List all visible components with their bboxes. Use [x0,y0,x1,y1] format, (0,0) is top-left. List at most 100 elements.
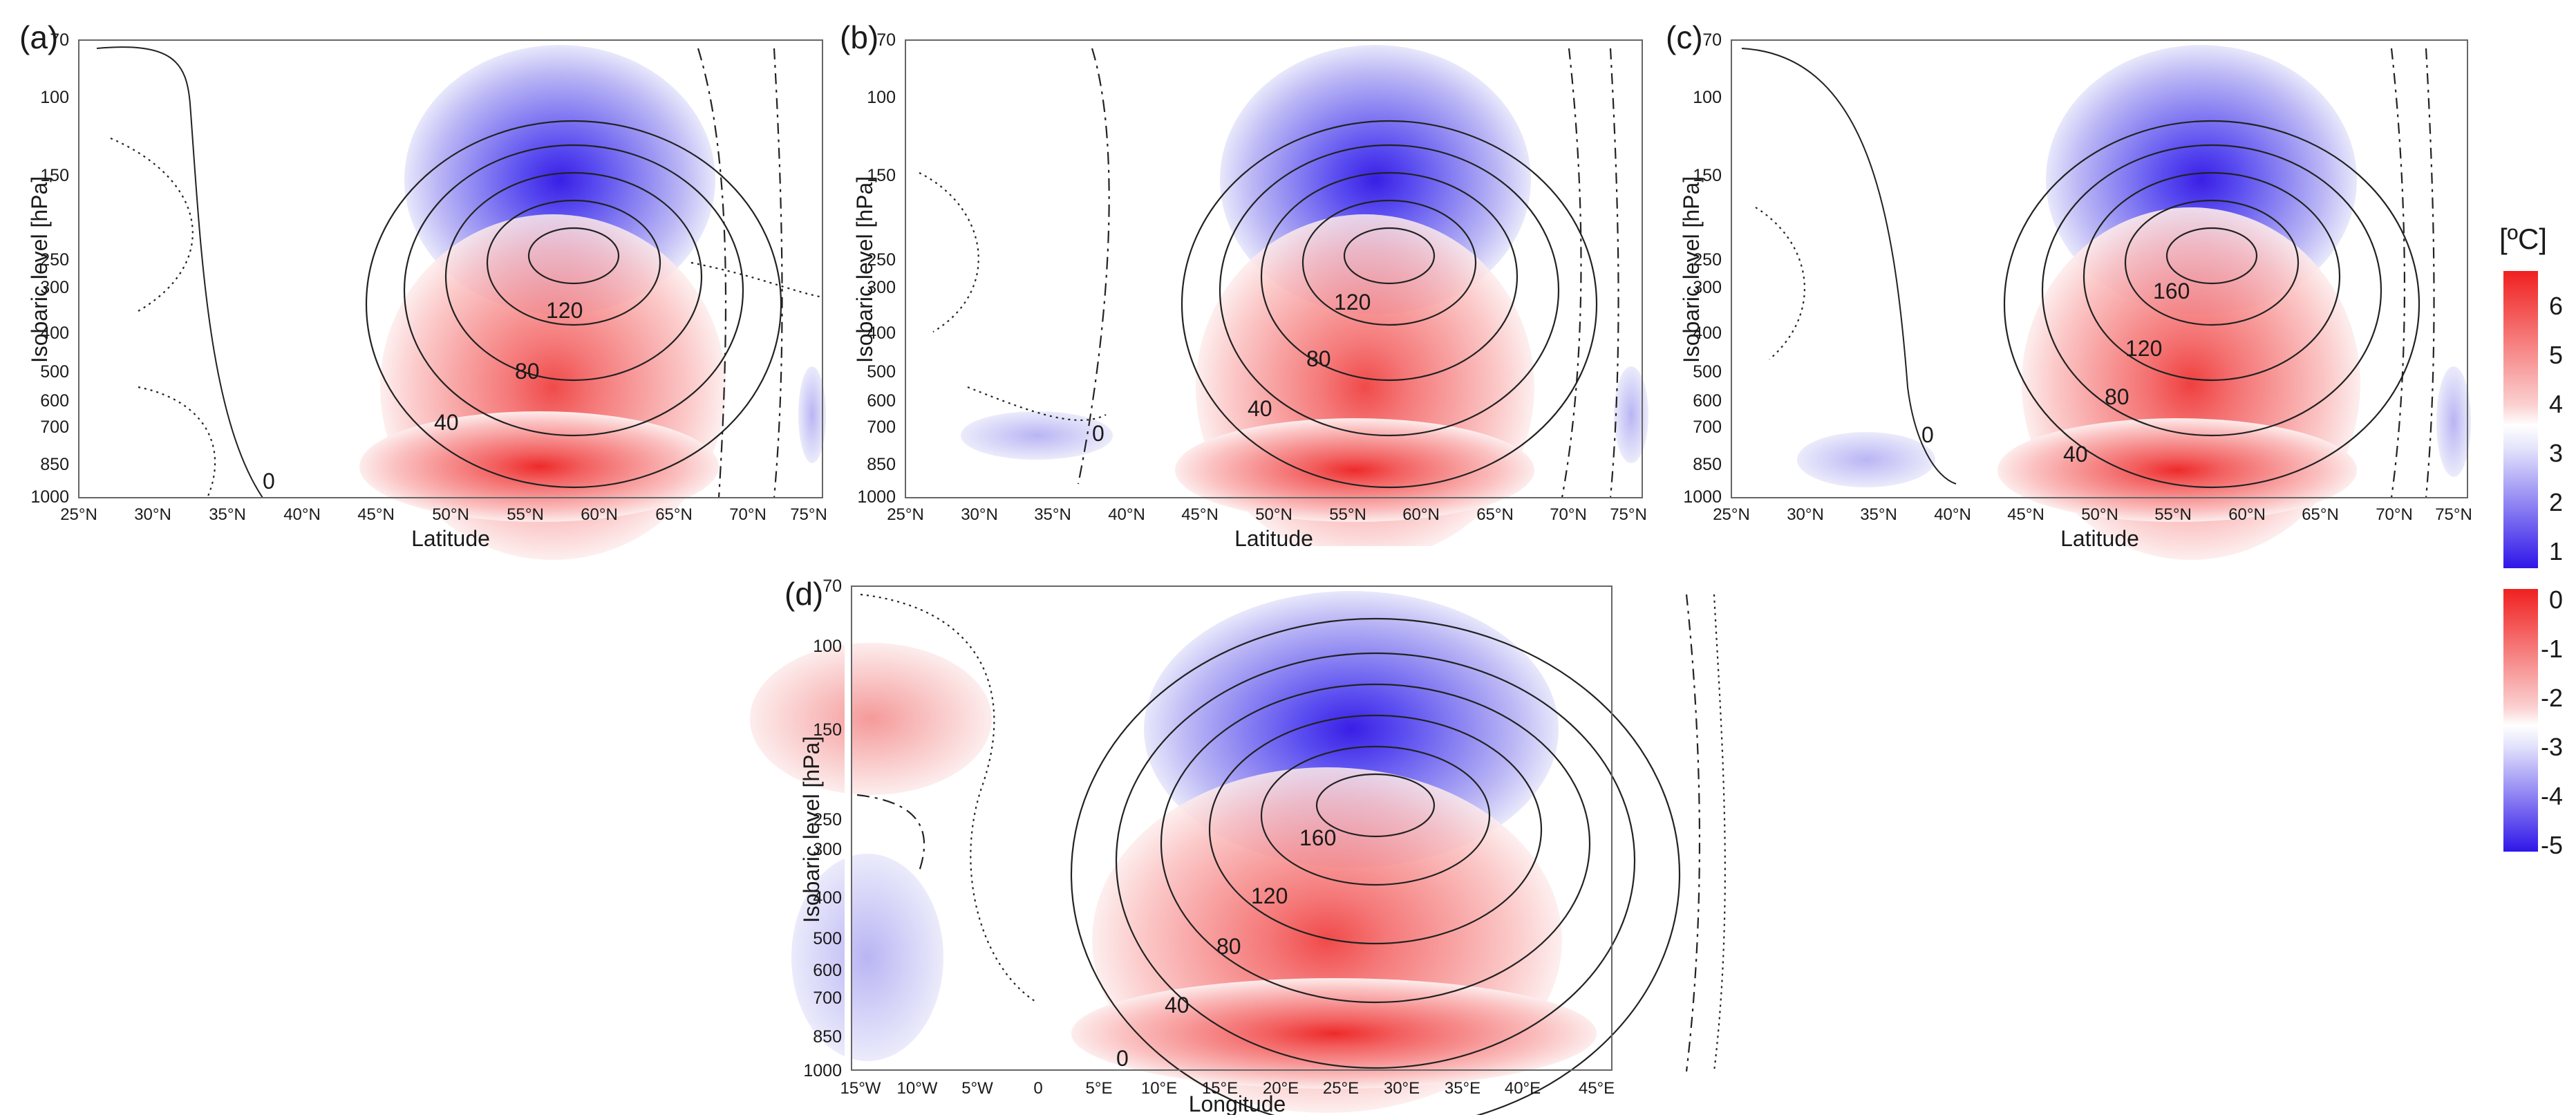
y-tick: 150 [813,720,842,740]
x-tick: 15°W [840,1079,881,1098]
colorbar-tick: 3 [2549,439,2563,467]
y-tick: 500 [867,362,896,382]
y-tick: 400 [867,324,896,343]
colorbar-tick: 5 [2549,341,2563,369]
y-tick: 300 [867,278,896,297]
contour-labels-b: 0 40 80 120 [1092,290,1371,446]
y-tick: 500 [40,362,69,382]
y-tick: 1000 [1683,487,1722,507]
x-tick: 40°N [283,505,321,524]
contour-label: 40 [1165,993,1190,1018]
y-tick: 500 [1693,362,1722,382]
panel-label-b: (b) [840,19,878,55]
colorbar-positive [2503,271,2538,568]
x-tick: 65°N [2302,505,2339,524]
x-tick: 60°N [1402,505,1440,524]
panel-label-c: (c) [1666,19,1703,55]
x-tick: 65°N [1476,505,1514,524]
colorbar-ticks: 6 5 4 3 2 1 0 -1 -2 -3 -4 -5 [2541,292,2563,859]
contour-label: 120 [546,298,583,323]
x-tick: 25°N [887,505,924,524]
x-tick: 70°N [729,505,767,524]
warm-anomaly-west-d [750,643,992,795]
y-tick: 250 [40,250,69,270]
contour-labels-d: 0 40 80 120 160 [1116,825,1336,1071]
y-tick: 70 [876,30,896,50]
x-tick: 25°N [60,505,97,524]
contour-labels-a: 0 40 80 120 [263,298,583,494]
panel-a: (a) 0 40 80 [19,0,827,560]
y-tick: 1000 [30,487,69,507]
plot-area-a [78,0,826,560]
panel-d: (d) 0 40 [750,546,1726,1115]
y-axis-title-b: Isobaric level [hPa] [852,176,877,363]
colorbar-tick: 2 [2549,488,2563,516]
y-axis-a: 70 100 150 250 300 400 500 600 700 850 1… [30,30,69,507]
x-axis-b: 25°N 30°N 35°N 40°N 45°N 50°N 55°N 60°N … [887,505,1647,524]
y-tick: 250 [867,250,896,270]
x-tick: 60°N [581,505,618,524]
panel-b: (b) 0 40 80 [840,0,1648,560]
contour-label: 40 [1248,396,1272,421]
x-tick: 20°E [1263,1079,1299,1098]
x-axis-title-c: Latitude [2060,526,2139,551]
y-tick: 700 [40,418,69,437]
contour-label: 160 [1299,825,1336,850]
y-tick: 300 [813,840,842,859]
contour-label: 120 [1251,883,1288,908]
colorbar-tick: -3 [2541,733,2563,761]
x-tick: 30°N [961,505,998,524]
contours-b [919,48,1619,498]
contour-label: 0 [1116,1046,1129,1071]
x-tick: 45°N [357,505,395,524]
y-tick: 600 [813,961,842,980]
contour-label: 40 [2063,442,2088,467]
colorbar: [ºC] 6 5 4 3 2 1 0 -1 -2 -3 -4 -5 [2499,223,2563,859]
x-tick: 40°N [1934,505,1971,524]
x-tick: 35°N [1860,505,1897,524]
x-tick: 30°N [1787,505,1824,524]
x-tick: 25°E [1323,1079,1359,1098]
y-tick: 70 [1702,30,1722,50]
x-tick: 35°N [209,505,246,524]
y-tick: 400 [1693,324,1722,343]
colorbar-tick: 1 [2549,537,2563,565]
y-tick: 250 [1693,250,1722,270]
contour-label: 0 [263,469,275,494]
panel-label-a: (a) [19,19,58,55]
y-tick: 850 [1693,455,1722,474]
y-tick: 600 [1693,391,1722,411]
contour-label: 120 [2125,336,2162,361]
x-tick: 5°W [961,1079,993,1098]
x-tick: 75°N [1610,505,1647,524]
y-tick: 700 [1693,418,1722,437]
y-tick: 150 [867,166,896,185]
x-tick: 70°N [2376,505,2413,524]
contour-label: 80 [1306,346,1331,371]
y-axis-title-a: Isobaric level [hPa] [27,176,52,363]
y-tick: 500 [813,929,842,948]
plot-area-b [905,0,1648,560]
cold-anomaly-edge-b [1614,366,1648,463]
y-tick: 400 [40,324,69,343]
contours-a [96,46,823,498]
contour-label: 160 [2153,279,2190,303]
x-axis-a: 25°N 30°N 35°N 40°N 45°N 50°N 55°N 60°N … [60,505,827,524]
x-tick: 40°E [1505,1079,1541,1098]
y-tick: 600 [867,391,896,411]
y-tick: 150 [1693,166,1722,185]
cold-anomaly-small-c [1797,432,1935,487]
x-tick: 0 [1033,1079,1042,1098]
y-tick: 1000 [857,487,896,507]
plot-area-c [1731,0,2471,560]
y-tick: 850 [813,1027,842,1047]
y-tick: 100 [1693,88,1722,107]
cold-anomaly-small-b [961,411,1113,460]
x-tick: 75°N [2435,505,2472,524]
warm-anomaly-surface-c [1997,418,2357,522]
x-tick: 25°N [1713,505,1750,524]
y-tick: 600 [40,391,69,411]
contour-label: 80 [2105,384,2130,409]
y-tick: 300 [40,278,69,297]
